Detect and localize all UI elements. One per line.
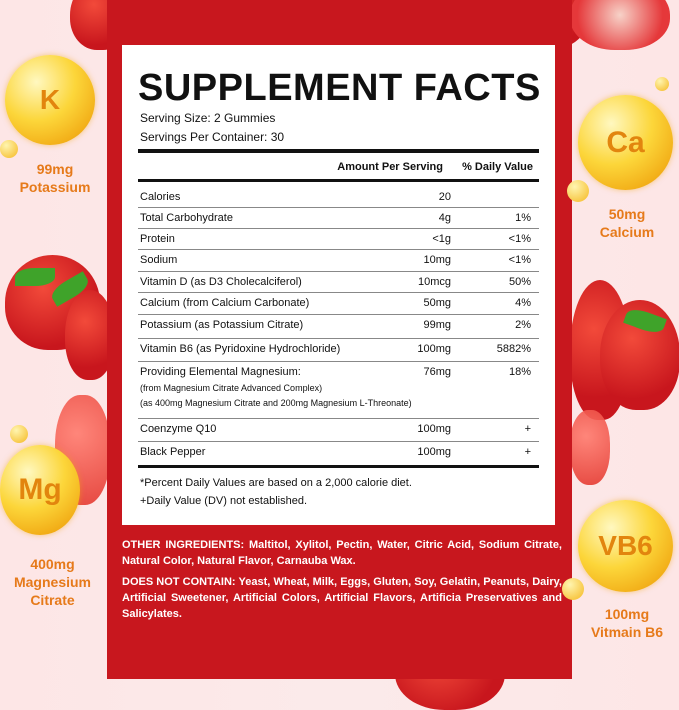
calcium-label: 50mg Calcium: [572, 205, 679, 241]
servings-per-container: Servings Per Container: 30: [140, 130, 285, 144]
nutrient-amount: 100mg: [417, 446, 451, 458]
nutrient-dv: +: [524, 446, 531, 458]
other-ingredients-text: Maltitol, Xylitol, Pectin, Water, Citric…: [122, 539, 562, 567]
nutrient-amount: 100mg: [417, 423, 451, 435]
nutrient-row: Sodium 10mg <1%: [140, 253, 531, 267]
nutrient-amount: 10mg: [423, 254, 451, 266]
amount-header: Amount Per Serving: [337, 161, 443, 173]
strawberry-image: [570, 0, 670, 50]
magnesium-badge-icon: Mg: [0, 445, 80, 535]
nutrient-name: Calories: [140, 191, 181, 203]
row-divider: [138, 441, 539, 442]
nutrient-note: (as 400mg Magnesium Citrate and 200mg Ma…: [140, 398, 412, 408]
nutrient-dv: 5882%: [496, 343, 531, 355]
bubble-image: [10, 425, 28, 443]
serving-size: Serving Size: 2 Gummies: [140, 111, 276, 125]
footnote: *Percent Daily Values are based on a 2,0…: [140, 477, 412, 489]
nutrient-name: Vitamin D (as D3 Cholecalciferol): [140, 276, 302, 288]
badge-amount: 100mg: [604, 606, 650, 622]
nutrient-note: (from Magnesium Citrate Advanced Complex…: [140, 383, 323, 393]
divider: [138, 465, 539, 468]
other-ingredients-label: OTHER INGREDIENTS:: [122, 539, 245, 551]
nutrient-dv: +: [524, 423, 531, 435]
nutrient-row: Black Pepper 100mg +: [140, 445, 531, 459]
does-not-contain-text: Yeast, Wheat, Milk, Eggs, Gluten, Soy, G…: [122, 576, 562, 620]
leaf-image: [15, 268, 55, 286]
nutrient-name: Black Pepper: [140, 446, 206, 458]
ingredients-section: OTHER INGREDIENTS: Maltitol, Xylitol, Pe…: [122, 537, 562, 627]
potassium-label: 99mg Potassium: [0, 160, 110, 196]
does-not-contain: DOES NOT CONTAIN: Yeast, Wheat, Milk, Eg…: [122, 574, 562, 622]
nutrient-dv: 50%: [508, 276, 531, 288]
row-divider: [138, 249, 539, 250]
nutrient-name: Potassium (as Potassium Citrate): [140, 319, 304, 331]
badge-name: Calcium: [599, 224, 655, 240]
footnote: +Daily Value (DV) not established.: [140, 495, 308, 507]
badge-amount: 99mg: [36, 161, 74, 177]
badge-amount: 400mg: [30, 556, 75, 572]
nutrient-name: Calcium (from Calcium Carbonate): [140, 297, 310, 309]
row-divider: [138, 207, 539, 208]
badge-name: Potassium: [19, 179, 91, 195]
nutrient-name: Sodium: [140, 254, 178, 266]
row-divider: [138, 271, 539, 272]
gummy-bear-image: [570, 410, 610, 485]
label-title: SUPPLEMENT FACTS: [138, 67, 541, 109]
bubble-image: [567, 180, 589, 202]
nutrient-amount: 100mg: [417, 343, 451, 355]
nutrient-dv: 2%: [515, 319, 531, 331]
nutrient-amount: 50mg: [423, 297, 451, 309]
nutrient-amount: 10mcg: [417, 276, 451, 288]
bubble-image: [655, 77, 669, 91]
nutrient-row: Calories 20: [140, 190, 531, 204]
nutrient-row: Total Carbohydrate 4g 1%: [140, 211, 531, 225]
nutrient-row: Vitamin D (as D3 Cholecalciferol) 10mcg 50…: [140, 275, 531, 289]
nutrient-amount: 76mg: [423, 366, 451, 378]
row-divider: [138, 418, 539, 419]
calcium-badge-icon: Ca: [578, 95, 673, 190]
dv-header: % Daily Value: [462, 161, 533, 173]
nutrient-name: Vitamin B6 (as Pyridoxine Hydrochloride): [140, 343, 341, 355]
potassium-badge-icon: K: [5, 55, 95, 145]
divider: [138, 149, 539, 153]
nutrient-amount: 20: [438, 191, 451, 203]
nutrient-row: Coenzyme Q10 100mg +: [140, 422, 531, 436]
nutrient-row: Vitamin B6 (as Pyridoxine Hydrochloride)…: [140, 342, 531, 356]
nutrient-name: Coenzyme Q10: [140, 423, 217, 435]
badge-amount: 50mg: [608, 206, 646, 222]
nutrient-dv: <1%: [508, 233, 531, 245]
row-divider: [138, 361, 539, 362]
nutrient-row: Protein <1g <1%: [140, 232, 531, 246]
badge-name: Magnesium Citrate: [13, 574, 91, 608]
row-divider: [138, 292, 539, 293]
supplement-facts-label: SUPPLEMENT FACTS Serving Size: 2 Gummies…: [122, 45, 555, 525]
bubble-image: [562, 578, 584, 600]
vitamin-b6-badge-icon: VB6: [578, 500, 673, 592]
nutrient-name: Total Carbohydrate: [140, 212, 233, 224]
nutrient-row: Providing Elemental Magnesium: (from Magn…: [140, 365, 531, 409]
nutrient-dv: 4%: [515, 297, 531, 309]
divider: [138, 179, 539, 182]
magnesium-label: 400mg Magnesium Citrate: [0, 555, 105, 609]
badge-name: Vitmain B6: [590, 624, 664, 640]
nutrient-amount: <1g: [432, 233, 451, 245]
row-divider: [138, 338, 539, 339]
nutrient-name: Protein: [140, 233, 175, 245]
nutrient-name: Providing Elemental Magnesium:: [140, 366, 301, 378]
nutrient-row: Potassium (as Potassium Citrate) 99mg 2%: [140, 318, 531, 332]
nutrient-dv: 18%: [508, 366, 531, 378]
nutrient-row: Calcium (from Calcium Carbonate) 50mg 4%: [140, 296, 531, 310]
row-divider: [138, 314, 539, 315]
does-not-contain-label: DOES NOT CONTAIN:: [122, 576, 236, 588]
row-divider: [138, 228, 539, 229]
bubble-image: [0, 140, 18, 158]
nutrient-dv: 1%: [515, 212, 531, 224]
nutrient-amount: 99mg: [423, 319, 451, 331]
other-ingredients: OTHER INGREDIENTS: Maltitol, Xylitol, Pe…: [122, 537, 562, 569]
vitamin-b6-label: 100mg Vitmain B6: [572, 605, 679, 641]
nutrient-dv: <1%: [508, 254, 531, 266]
nutrient-amount: 4g: [438, 212, 451, 224]
strawberry-image: [65, 290, 115, 380]
